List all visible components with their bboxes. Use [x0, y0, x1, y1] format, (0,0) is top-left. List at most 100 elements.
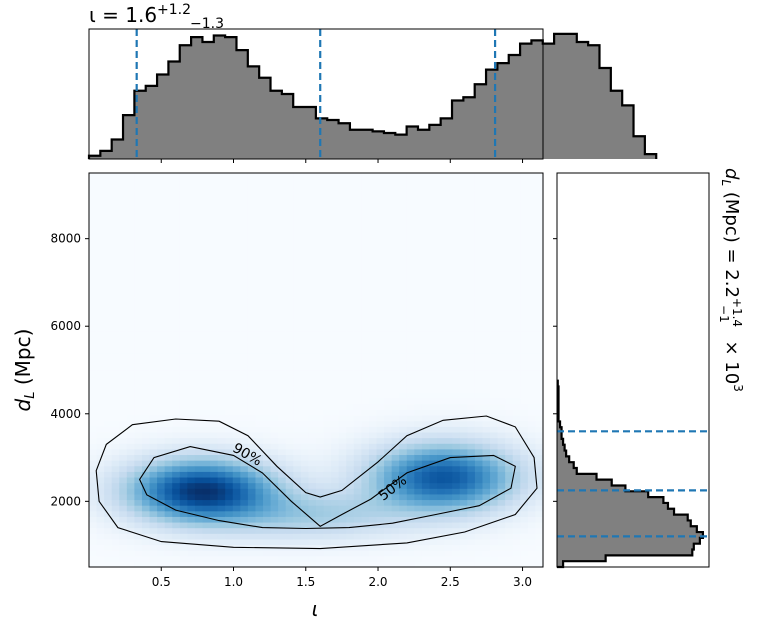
heatmap-cell [111, 538, 120, 546]
heatmap-cell [270, 319, 279, 326]
heatmap-cell [255, 212, 264, 219]
heatmap-cell [527, 533, 537, 540]
heatmap-cell [414, 178, 423, 185]
heatmap-cell [316, 285, 325, 292]
heatmap-cell [293, 212, 302, 219]
heatmap-cell [482, 251, 491, 259]
heatmap-cell [474, 555, 484, 562]
heatmap-cell [361, 319, 370, 326]
heatmap-cell [232, 234, 241, 242]
heatmap-cell [421, 201, 431, 208]
top-hist-bar [508, 55, 521, 159]
top-hist-bar [304, 107, 317, 159]
heatmap-cell [111, 454, 120, 461]
heatmap-cell [429, 206, 438, 213]
heatmap-cell [111, 375, 120, 382]
heatmap-cell [126, 460, 135, 467]
heatmap-cell [96, 426, 105, 433]
heatmap-cell [278, 308, 287, 315]
heatmap-cell [497, 285, 506, 292]
heatmap-cell [323, 319, 332, 326]
heatmap-cell [157, 251, 166, 259]
heatmap-cell [368, 527, 378, 534]
heatmap-cell [316, 347, 325, 354]
heatmap-cell [164, 218, 173, 225]
heatmap-cell [512, 302, 521, 309]
heatmap-cell [300, 544, 310, 551]
heatmap-cell [376, 212, 385, 219]
heatmap-cell [111, 234, 120, 242]
heatmap-cell [240, 313, 249, 320]
heatmap-cell [134, 544, 143, 551]
heatmap-cell [338, 358, 347, 365]
heatmap-cell [490, 386, 499, 394]
heatmap-cell [194, 420, 204, 427]
heatmap-cell [119, 499, 128, 506]
heatmap-cell [210, 313, 219, 320]
heatmap-cell [490, 510, 499, 517]
right-title-subscript: L [719, 179, 733, 186]
heatmap-cell [353, 246, 362, 253]
heatmap-cell [157, 550, 166, 557]
heatmap-cell [459, 426, 468, 433]
heatmap-cell [505, 184, 514, 191]
heatmap-cell [505, 341, 514, 349]
heatmap-cell [338, 420, 347, 427]
heatmap-cell [437, 499, 446, 506]
heatmap-cell [406, 482, 415, 489]
heatmap-cell [467, 313, 476, 320]
heatmap-cell [331, 482, 340, 489]
heatmap-cell [187, 173, 196, 180]
heatmap-cell [527, 454, 537, 461]
heatmap-cell [497, 510, 506, 517]
heatmap-cell [141, 319, 151, 326]
heatmap-cell [126, 324, 135, 332]
heatmap-cell [512, 173, 521, 180]
heatmap-cell [217, 201, 226, 208]
heatmap-cell [399, 341, 408, 349]
heatmap-cell [278, 476, 287, 484]
heatmap-cell [232, 398, 241, 405]
heatmap-cell [202, 550, 211, 557]
heatmap-cell [172, 279, 181, 287]
heatmap-cell [361, 454, 370, 461]
heatmap-cell [535, 538, 544, 546]
heatmap-cell [414, 336, 423, 343]
heatmap-cell [414, 302, 423, 309]
heatmap-cell [202, 291, 211, 298]
heatmap-cell [126, 201, 135, 208]
heatmap-cell [414, 538, 423, 546]
heatmap-cell [149, 218, 158, 225]
heatmap-cell [134, 206, 143, 213]
heatmap-cell [331, 364, 340, 371]
heatmap-cell [308, 257, 317, 264]
heatmap-cell [346, 308, 355, 315]
heatmap-cell [437, 341, 446, 349]
heatmap-cell [172, 431, 181, 439]
heatmap-cell [368, 471, 378, 478]
heatmap-cell [217, 358, 226, 365]
heatmap-cell [149, 550, 158, 557]
heatmap-cell [497, 218, 506, 225]
heatmap-cell [376, 268, 385, 275]
heatmap-cell [444, 296, 453, 304]
heatmap-cell [217, 550, 226, 557]
heatmap-cell [157, 460, 166, 467]
heatmap-cell [414, 364, 423, 371]
heatmap-cell [179, 291, 188, 298]
heatmap-cell [361, 448, 370, 456]
heatmap-cell [119, 386, 128, 394]
heatmap-cell [444, 392, 453, 399]
heatmap-cell [444, 358, 453, 365]
heatmap-cell [399, 544, 408, 551]
heatmap-cell [111, 206, 120, 213]
heatmap-cell [338, 465, 347, 472]
heatmap-cell [384, 336, 393, 343]
heatmap-cell [104, 274, 113, 281]
contour-50pct [138, 446, 516, 530]
heatmap-cell [210, 370, 219, 377]
heatmap-cell [414, 279, 423, 287]
heatmap-cell [300, 465, 310, 472]
heatmap-cell [240, 392, 249, 399]
heatmap-cell [353, 285, 362, 292]
